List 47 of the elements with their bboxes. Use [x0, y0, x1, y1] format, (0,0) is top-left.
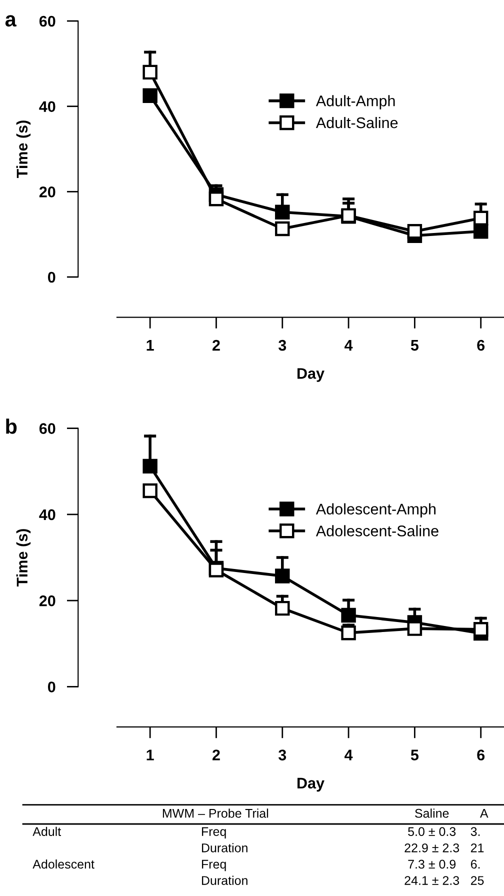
text: Adolescent [32, 859, 94, 869]
x-tick-label: 6 [477, 750, 485, 760]
category-label: MWM – Probe Trial [162, 808, 268, 818]
y-tick-label: 20 [39, 595, 56, 606]
category-label: Saline [415, 808, 449, 818]
x-tick-label: 1 [146, 340, 154, 351]
x-tick-label: 2 [212, 750, 220, 760]
text: 25 [470, 876, 484, 885]
text: 5.0 ± 0.3 [408, 827, 456, 836]
x-tick-label: 6 [477, 340, 485, 351]
y-tick-label: 40 [39, 509, 56, 520]
text: Duration [202, 843, 248, 852]
text: Freq [202, 860, 226, 872]
y-tick-label: 20 [39, 186, 56, 198]
text: 24.1 ± 2.3 [404, 876, 460, 885]
y-axis-title: Time (s) [16, 529, 31, 586]
text: Duration [202, 876, 248, 885]
x-tick-label: 1 [146, 750, 154, 760]
x-tick-label: 2 [212, 340, 220, 351]
legend-label: Adolescent-Saline [316, 525, 438, 536]
y-tick-label: 0 [48, 682, 56, 692]
x-axis-title: Day [298, 778, 324, 792]
x-tick-label: 5 [410, 750, 419, 760]
text: 21 [470, 843, 484, 852]
text: Freq [202, 827, 226, 838]
y-tick-label: 60 [39, 423, 56, 434]
legend-label: Adult-Saline [316, 116, 398, 128]
y-axis-title: Time (s) [16, 120, 31, 178]
x-tick-label: 5 [410, 340, 419, 351]
chart-title: a [5, 15, 16, 27]
category-label: A [480, 809, 488, 818]
y-tick-label: 40 [39, 101, 56, 112]
legend-label: Adult-Amph [316, 95, 395, 110]
text: 6. [470, 860, 480, 869]
x-axis-title: Day [298, 368, 324, 382]
text: 3. [470, 827, 480, 836]
text: 7.3 ± 0.9 [408, 860, 456, 869]
text: 22.9 ± 2.3 [404, 843, 460, 852]
x-tick-label: 3 [278, 750, 286, 760]
text: Adult [32, 826, 62, 836]
y-tick-label: 0 [48, 272, 56, 283]
chart-title: b [6, 418, 17, 434]
x-tick-label: 4 [344, 340, 353, 351]
legend-label: Adolescent-Amph [316, 503, 436, 518]
y-tick-label: 60 [39, 16, 56, 27]
x-tick-label: 3 [278, 340, 286, 351]
x-tick-label: 4 [344, 750, 353, 760]
